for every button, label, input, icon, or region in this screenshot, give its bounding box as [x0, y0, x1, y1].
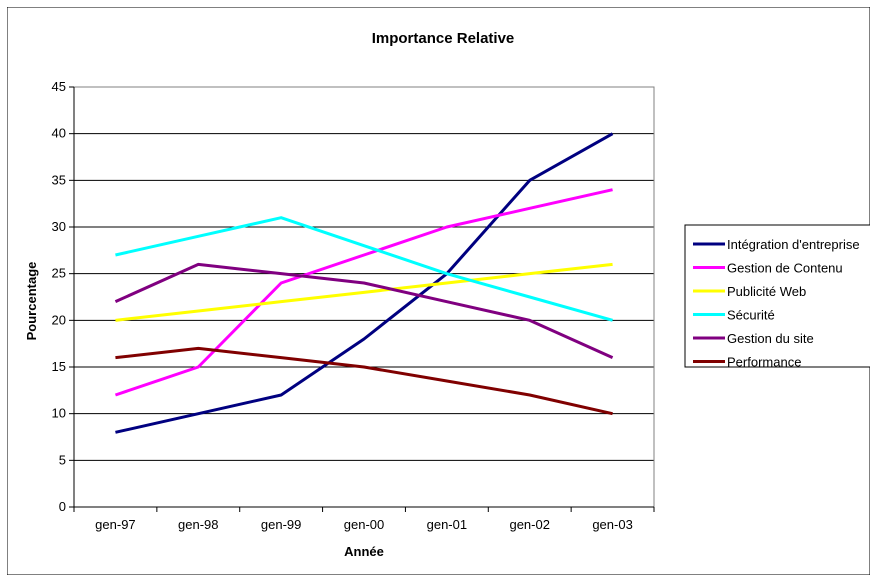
series-line — [115, 132, 614, 434]
y-axis-label: Pourcentage — [24, 262, 39, 341]
x-tick-label: gen-02 — [509, 517, 549, 532]
y-axis: 0 5 10 15 20 25 30 35 40 45 — [52, 79, 75, 514]
legend-label: Intégration d'entreprise — [727, 237, 860, 252]
legend-box — [684, 224, 870, 368]
y-tick-label: 25 — [52, 266, 66, 281]
series-line — [115, 216, 613, 322]
legend-label: Gestion de Contenu — [727, 261, 843, 276]
y-tick-label: 5 — [59, 452, 66, 467]
series-line — [114, 262, 614, 360]
y-tick-label: 15 — [52, 359, 66, 374]
x-tick-label: gen-01 — [427, 517, 467, 532]
legend-label: Gestion du site — [727, 331, 814, 346]
y-tick-label: 35 — [52, 172, 66, 187]
series-lines — [114, 132, 614, 434]
y-tick-label: 30 — [52, 219, 66, 234]
legend-label: Performance — [727, 355, 801, 370]
x-tick-label: gen-97 — [95, 517, 135, 532]
line-chart: Importance Relative Pourcentage Année 0 5… — [6, 6, 870, 576]
y-tick-label: 45 — [52, 79, 66, 94]
legend: Intégration d'entreprise Gestion de Conte… — [684, 224, 870, 370]
y-tick-label: 10 — [52, 406, 66, 421]
y-tick-label: 20 — [52, 312, 66, 327]
chart-title: Importance Relative — [372, 30, 515, 47]
legend-label: Publicité Web — [727, 284, 806, 299]
y-tick-label: 0 — [59, 499, 66, 514]
x-tick-label: gen-98 — [178, 517, 218, 532]
x-axis-label: Année — [344, 544, 384, 559]
x-tick-label: gen-03 — [592, 517, 632, 532]
series-line — [114, 188, 613, 397]
series-line — [115, 262, 613, 322]
x-tick-label: gen-99 — [261, 517, 301, 532]
series-line — [115, 346, 613, 416]
y-tick-label: 40 — [52, 126, 66, 141]
chart-frame: Importance Relative Pourcentage Année 0 5… — [6, 6, 870, 582]
legend-label: Sécurité — [727, 308, 775, 323]
x-axis: gen-97 gen-98 gen-99 gen-00 gen-01 gen-02 gen-… — [73, 506, 655, 532]
x-tick-label: gen-00 — [344, 517, 384, 532]
